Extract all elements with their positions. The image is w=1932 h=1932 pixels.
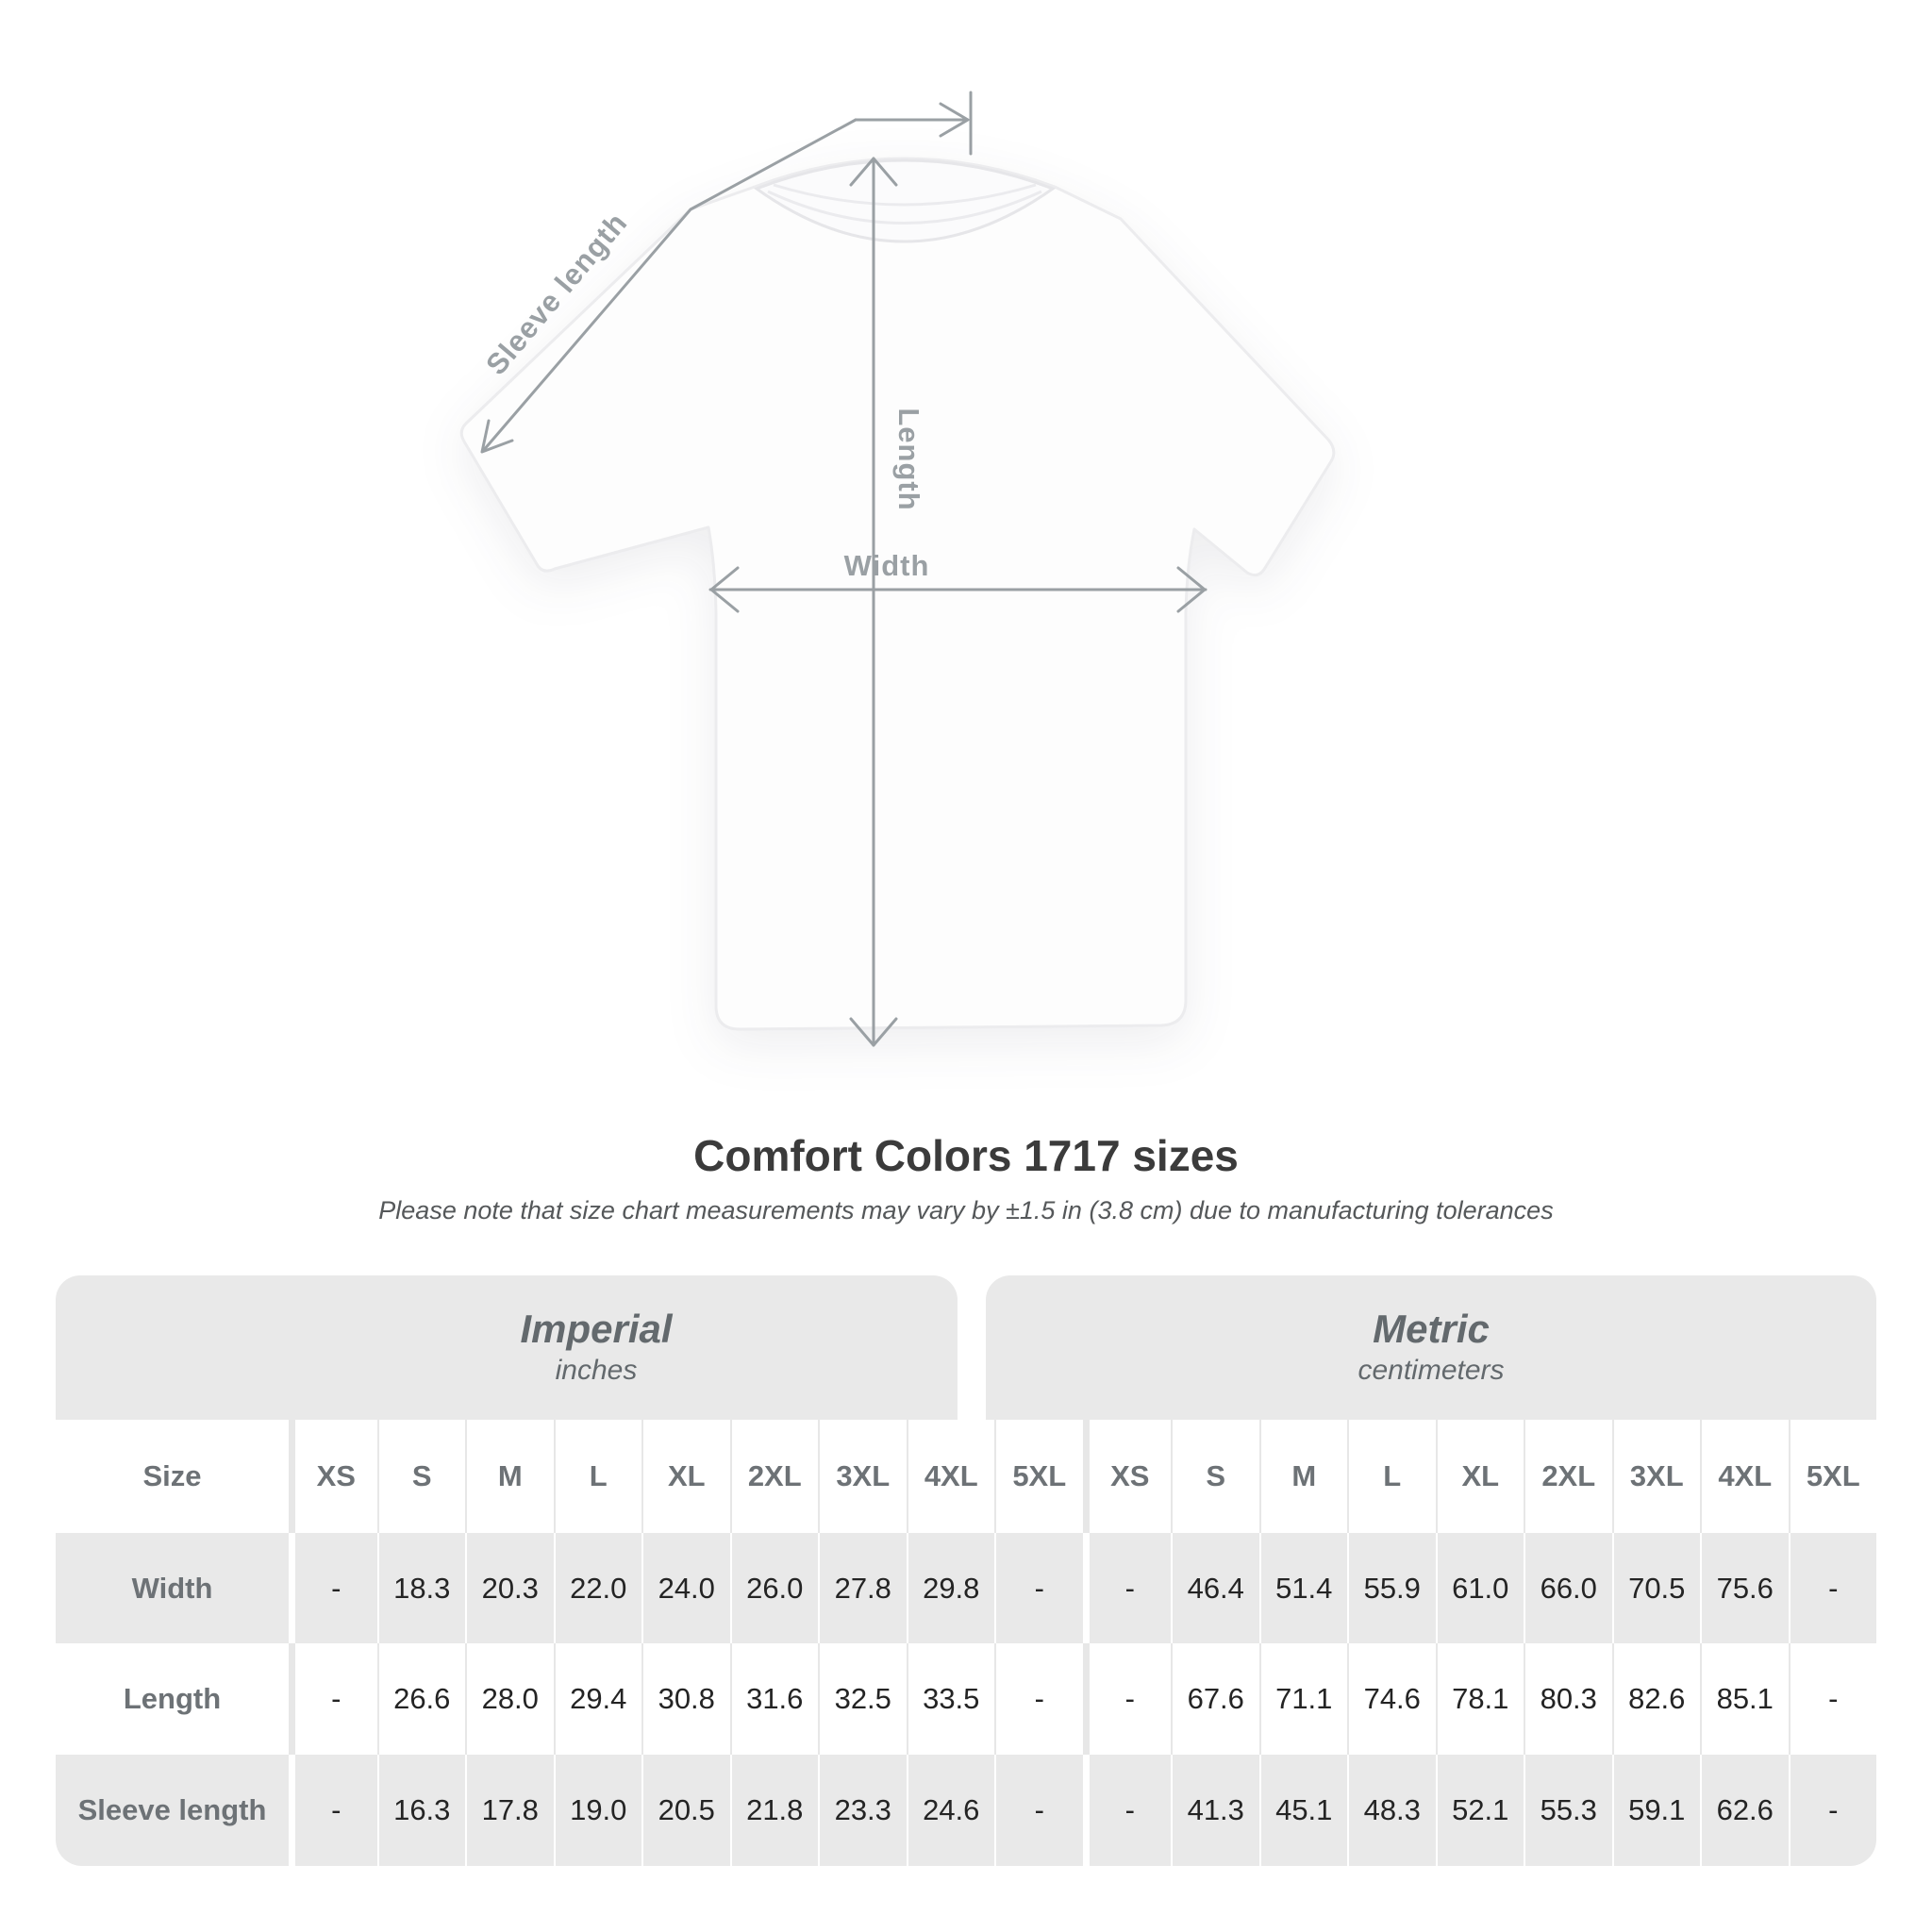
size-l-imperial: L bbox=[553, 1420, 642, 1533]
width-label: Width bbox=[844, 549, 930, 582]
size-s-metric: S bbox=[1171, 1420, 1259, 1533]
size-2xl-imperial: 2XL bbox=[729, 1420, 819, 1533]
cell: - bbox=[289, 1643, 377, 1755]
cell: 29.4 bbox=[553, 1643, 642, 1755]
cell: 26.0 bbox=[729, 1533, 819, 1643]
size-5xl-imperial: 5XL bbox=[994, 1420, 1083, 1533]
size-m-imperial: M bbox=[465, 1420, 554, 1533]
cell: 82.6 bbox=[1611, 1643, 1701, 1755]
width-arrow: Width bbox=[708, 549, 1208, 613]
cell: 20.5 bbox=[641, 1755, 730, 1866]
cell: 48.3 bbox=[1347, 1755, 1436, 1866]
cell: 17.8 bbox=[465, 1755, 554, 1866]
cell: 70.5 bbox=[1611, 1533, 1701, 1643]
size-xs-imperial: XS bbox=[289, 1420, 377, 1533]
cell: 78.1 bbox=[1435, 1643, 1524, 1755]
size-3xl-imperial: 3XL bbox=[818, 1420, 907, 1533]
cell: 23.3 bbox=[818, 1755, 907, 1866]
row-label: Width bbox=[131, 1571, 213, 1605]
cell: 29.8 bbox=[906, 1533, 995, 1643]
size-2xl-metric: 2XL bbox=[1524, 1420, 1612, 1533]
size-xl-metric: XL bbox=[1435, 1420, 1524, 1533]
cell: 85.1 bbox=[1700, 1643, 1789, 1755]
size-4xl-imperial: 4XL bbox=[906, 1420, 995, 1533]
size-l-metric: L bbox=[1347, 1420, 1436, 1533]
cell: 16.3 bbox=[376, 1755, 466, 1866]
cell: 61.0 bbox=[1435, 1533, 1524, 1643]
cell: 18.3 bbox=[376, 1533, 466, 1643]
size-xs-metric: XS bbox=[1082, 1420, 1172, 1533]
imperial-title: Imperial bbox=[520, 1306, 673, 1351]
cell: 80.3 bbox=[1524, 1643, 1612, 1755]
cell: - bbox=[1082, 1755, 1172, 1866]
cell: 71.1 bbox=[1258, 1643, 1348, 1755]
cell: 51.4 bbox=[1258, 1533, 1348, 1643]
imperial-unit: inches bbox=[555, 1355, 638, 1387]
size-5xl-metric: 5XL bbox=[1788, 1420, 1877, 1533]
tshirt-illustration bbox=[459, 157, 1336, 1031]
length-label: Length bbox=[892, 408, 925, 510]
cell: 32.5 bbox=[818, 1643, 907, 1755]
cell: 24.6 bbox=[906, 1755, 995, 1866]
table-row-width: Width - 18.3 20.3 22.0 24.0 26.0 27.8 29… bbox=[56, 1533, 1876, 1643]
metric-title: Metric bbox=[1373, 1306, 1490, 1351]
cell: 41.3 bbox=[1171, 1755, 1259, 1866]
cell: 24.0 bbox=[641, 1533, 730, 1643]
cell: 62.6 bbox=[1700, 1755, 1789, 1866]
cell: - bbox=[1788, 1755, 1877, 1866]
metric-unit: centimeters bbox=[1357, 1355, 1505, 1387]
cell: - bbox=[1788, 1533, 1877, 1643]
cell: 28.0 bbox=[465, 1643, 554, 1755]
cell: 26.6 bbox=[376, 1643, 466, 1755]
cell: 21.8 bbox=[729, 1755, 819, 1866]
size-header-row: Size XS S M L XL 2XL 3XL 4XL 5XL XS S M … bbox=[56, 1420, 1876, 1533]
cell: - bbox=[289, 1533, 377, 1643]
cell: - bbox=[994, 1533, 1083, 1643]
cell: 27.8 bbox=[818, 1533, 907, 1643]
size-column-header: Size bbox=[142, 1459, 202, 1492]
cell: - bbox=[994, 1643, 1083, 1755]
page-title: Comfort Colors 1717 sizes bbox=[693, 1131, 1239, 1180]
cell: 19.0 bbox=[553, 1755, 642, 1866]
cell: 66.0 bbox=[1524, 1533, 1612, 1643]
cell: 33.5 bbox=[906, 1643, 995, 1755]
size-3xl-metric: 3XL bbox=[1611, 1420, 1701, 1533]
collar bbox=[753, 158, 1057, 243]
cell: 22.0 bbox=[553, 1533, 642, 1643]
cell: 20.3 bbox=[465, 1533, 554, 1643]
size-4xl-metric: 4XL bbox=[1700, 1420, 1789, 1533]
size-s-imperial: S bbox=[376, 1420, 466, 1533]
size-xl-imperial: XL bbox=[641, 1420, 730, 1533]
cell: 52.1 bbox=[1435, 1755, 1524, 1866]
cell: - bbox=[1082, 1533, 1172, 1643]
cell: - bbox=[1082, 1643, 1172, 1755]
cell: 59.1 bbox=[1611, 1755, 1701, 1866]
unit-header-imperial: Imperial inches bbox=[56, 1275, 958, 1420]
row-label: Sleeve length bbox=[77, 1793, 267, 1826]
cell: - bbox=[289, 1755, 377, 1866]
table-row-length: Length - 26.6 28.0 29.4 30.8 31.6 32.5 3… bbox=[56, 1643, 1876, 1755]
table-row-sleeve-length: Sleeve length - 16.3 17.8 19.0 20.5 21.8… bbox=[56, 1755, 1876, 1866]
cell: 46.4 bbox=[1171, 1533, 1259, 1643]
row-label: Length bbox=[123, 1682, 222, 1715]
size-m-metric: M bbox=[1258, 1420, 1348, 1533]
tshirt-measurement-diagram: Sleeve length Length Width bbox=[459, 91, 1336, 1047]
cell: 67.6 bbox=[1171, 1643, 1259, 1755]
cell: - bbox=[1788, 1643, 1877, 1755]
page-subtitle: Please note that size chart measurements… bbox=[378, 1196, 1554, 1224]
cell: 74.6 bbox=[1347, 1643, 1436, 1755]
cell: 55.9 bbox=[1347, 1533, 1436, 1643]
length-arrow: Length bbox=[849, 157, 925, 1047]
cell: 75.6 bbox=[1700, 1533, 1789, 1643]
cell: 45.1 bbox=[1258, 1755, 1348, 1866]
cell: 31.6 bbox=[729, 1643, 819, 1755]
cell: - bbox=[994, 1755, 1083, 1866]
cell: 30.8 bbox=[641, 1643, 730, 1755]
unit-header-metric: Metric centimeters bbox=[986, 1275, 1876, 1420]
cell: 55.3 bbox=[1524, 1755, 1612, 1866]
